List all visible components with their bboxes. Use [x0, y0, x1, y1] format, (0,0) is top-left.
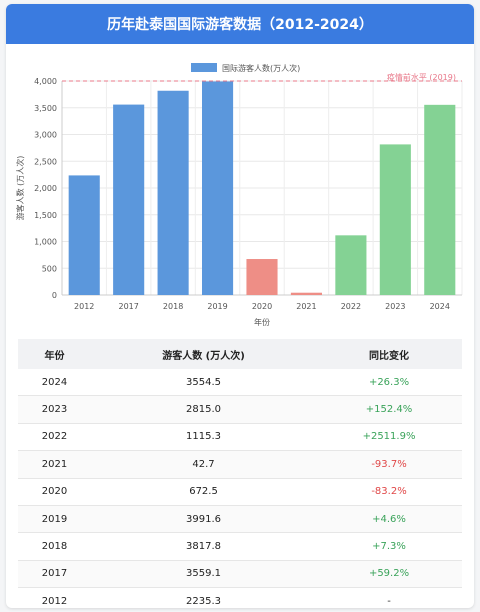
cell-visitors: 42.7 [91, 450, 317, 479]
cell-visitors: 2815.0 [91, 395, 317, 424]
y-tick-label: 3,000 [34, 131, 57, 140]
table-row: 2020 672.5 -83.2% [18, 478, 462, 506]
x-axis-title: 年份 [254, 317, 270, 327]
cell-year: 2022 [18, 423, 91, 452]
cell-visitors: 1115.3 [91, 423, 317, 452]
bar-2017 [113, 104, 145, 295]
x-tick-label: 2012 [74, 302, 94, 311]
cell-change: +152.4% [316, 395, 462, 424]
page-header: 历年赴泰国国际游客数据（2012-2024） [6, 4, 474, 44]
bar-chart-svg: 国际游客人数(万人次) 0 500 1,000 1,500 2,000 2,500 3,000… [15, 63, 463, 327]
table-row: 2018 3817.8 +7.3% [18, 532, 462, 561]
x-tick-label: 2024 [430, 302, 450, 311]
y-tick-label: 1,000 [34, 238, 57, 247]
header-year: 年份 [18, 339, 91, 369]
table-header-row: 年份 游客人数 (万人次) 同比变化 [18, 339, 462, 369]
y-tick-label: 500 [42, 264, 57, 273]
cell-change: +2511.9% [316, 423, 462, 452]
table-row: 2019 3991.6 +4.6% [18, 505, 462, 534]
cell-visitors: 2235.3 [91, 587, 317, 608]
table-row: 2022 1115.3 +2511.9% [18, 423, 462, 452]
cell-change: -93.7% [316, 450, 462, 479]
reference-line-label: 疫情前水平 (2019) [387, 72, 456, 82]
data-table: 年份 游客人数 (万人次) 同比变化 2024 3554.5 +26.3% 2023 2… [18, 339, 462, 608]
x-tick-label: 2020 [252, 302, 272, 311]
x-tick-label: 2019 [207, 302, 227, 311]
legend-swatch [191, 63, 217, 72]
y-tick-label: 3,500 [34, 104, 57, 113]
table-row: 2017 3559.1 +59.2% [18, 560, 462, 589]
table-row: 2012 2235.3- [18, 587, 462, 608]
cell-change: -83.2% [316, 478, 462, 506]
cell-visitors: 3559.1 [91, 560, 317, 589]
y-axis-title: 游客人数 (万人次) [15, 156, 25, 221]
header-change: 同比变化 [316, 339, 462, 369]
x-tick-label: 2023 [385, 302, 405, 311]
y-tick-label: 0 [52, 291, 57, 300]
y-tick-label: 1,500 [34, 211, 57, 220]
y-tick-label: 4,000 [34, 77, 57, 86]
cell-year: 2024 [18, 369, 91, 397]
cell-visitors: 3554.5 [91, 369, 317, 397]
bar-2012 [68, 175, 100, 295]
table-row: 2023 2815.0 +152.4% [18, 395, 462, 424]
cell-change: - [316, 587, 462, 608]
dashboard-card: 历年赴泰国国际游客数据（2012-2024） 国际游客人数(万人次) 0 500 1,… [6, 4, 474, 608]
x-tick-label: 2022 [341, 302, 361, 311]
cell-visitors: 3817.8 [91, 532, 317, 561]
y-tick-label: 2,500 [34, 157, 57, 166]
bar-2022 [335, 235, 367, 295]
cell-change: +4.6% [316, 505, 462, 534]
cell-year: 2018 [18, 532, 91, 561]
bar-2019 [202, 81, 234, 295]
table-body: 2024 3554.5 +26.3% 2023 2815.0 +152.4% 2022 111… [18, 369, 462, 608]
bar-2021 [290, 292, 322, 295]
x-tick-label: 2017 [118, 302, 138, 311]
table-row: 2024 3554.5 +26.3% [18, 369, 462, 397]
bar-2020 [246, 259, 278, 295]
bar-2024 [424, 104, 456, 295]
cell-change: +59.2% [316, 560, 462, 589]
x-tick-label: 2021 [296, 302, 316, 311]
table-row: 2021 42.7 -93.7% [18, 450, 462, 479]
cell-visitors: 3991.6 [91, 505, 317, 534]
cell-year: 2012 [18, 587, 91, 608]
page-title: 历年赴泰国国际游客数据（2012-2024） [107, 17, 373, 33]
bar-2023 [379, 144, 411, 295]
cell-year: 2021 [18, 450, 91, 479]
bar-chart: 国际游客人数(万人次) 0 500 1,000 1,500 2,000 2,500 3,000… [6, 56, 474, 332]
data-table-container: 年份 游客人数 (万人次) 同比变化 2024 3554.5 +26.3% 2023 2… [18, 339, 462, 608]
bar-2018 [157, 90, 189, 295]
cell-year: 2023 [18, 395, 91, 424]
cell-change: +26.3% [316, 369, 462, 397]
legend-label: 国际游客人数(万人次) [222, 63, 300, 73]
y-tick-label: 2,000 [34, 184, 57, 193]
header-visitors: 游客人数 (万人次) [91, 339, 317, 369]
cell-year: 2017 [18, 560, 91, 589]
cell-year: 2020 [18, 478, 91, 506]
cell-year: 2019 [18, 505, 91, 534]
cell-visitors: 672.5 [91, 478, 317, 506]
x-tick-label: 2018 [163, 302, 183, 311]
cell-change: +7.3% [316, 532, 462, 561]
